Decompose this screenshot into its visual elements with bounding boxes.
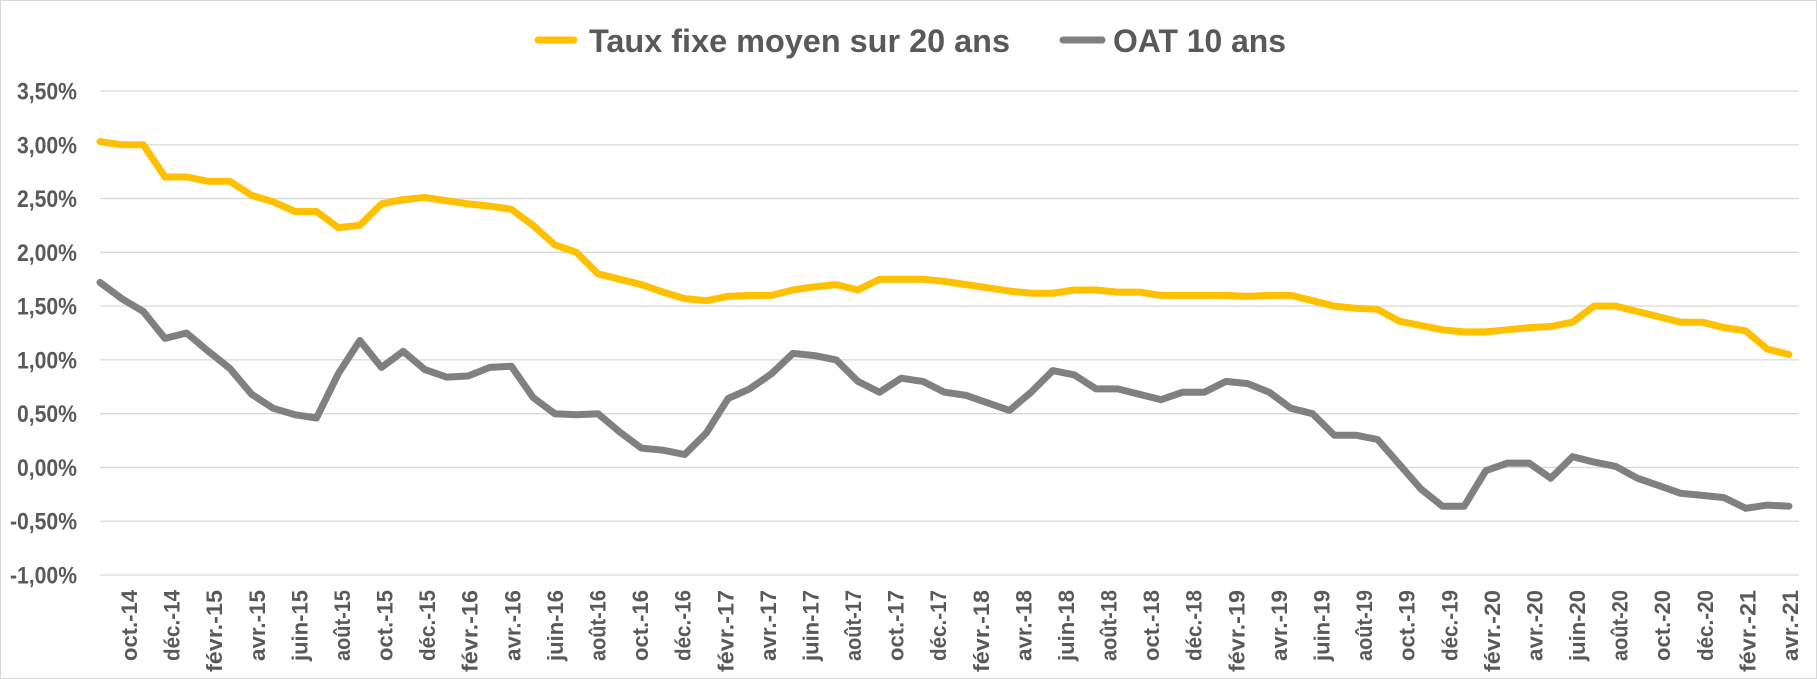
x-tick-label: oct.-14 (117, 589, 142, 661)
x-tick-label: août-16 (585, 590, 610, 661)
x-tick-label: févr.-17 (713, 590, 738, 672)
x-axis-tick-labels: oct.-14 déc.-14 févr.-15 avr.-15 juin-15 août… (117, 589, 1803, 672)
x-tick-label: avr.-15 (245, 590, 270, 661)
y-tick-label: 0,00% (17, 455, 77, 482)
y-tick-label: 0,50% (17, 401, 77, 428)
x-tick-label: déc.-14 (160, 589, 185, 661)
x-tick-label: juin-18 (1054, 590, 1079, 662)
x-tick-label: déc.-20 (1693, 590, 1718, 661)
x-tick-label: avr.-16 (500, 590, 525, 661)
series-line-oat (96, 278, 1793, 512)
x-tick-label: oct.-17 (884, 590, 909, 661)
y-axis-tick-labels: 3,50% 3,00% 2,50% 2,00% 1,50% 1,00% 0,50% 0,00%… (10, 79, 77, 590)
y-tick-label: 3,00% (17, 132, 77, 159)
x-tick-label: oct.-20 (1650, 590, 1675, 661)
x-tick-label: févr.-16 (458, 590, 483, 672)
x-tick-label: août-17 (841, 590, 866, 661)
legend: Taux fixe moyen sur 20 ans OAT 10 ans (534, 23, 1286, 59)
x-tick-label: avr.-21 (1778, 590, 1803, 661)
x-tick-label: déc.-18 (1182, 590, 1207, 661)
legend-label: OAT 10 ans (1113, 23, 1286, 59)
x-tick-label: juin-20 (1565, 590, 1590, 662)
x-tick-label: août-18 (1097, 590, 1122, 661)
y-tick-label: -0,50% (10, 509, 77, 536)
x-tick-label: avr.-19 (1267, 590, 1292, 661)
x-tick-label: févr.-21 (1735, 590, 1760, 672)
x-tick-label: juin-16 (543, 590, 568, 662)
y-tick-label: 3,50% (17, 79, 77, 106)
y-tick-label: 1,00% (17, 347, 77, 374)
x-tick-label: oct.-19 (1395, 590, 1420, 661)
x-tick-label: juin-17 (798, 590, 823, 662)
x-tick-label: févr.-20 (1480, 590, 1505, 672)
x-tick-label: juin-15 (287, 590, 312, 662)
x-tick-label: févr.-18 (969, 590, 994, 672)
y-tick-label: 2,00% (17, 240, 77, 267)
x-tick-label: déc.-15 (415, 590, 440, 661)
legend-item: OAT 10 ans (1059, 23, 1286, 59)
x-tick-label: déc.-16 (671, 590, 696, 661)
x-tick-label: août-20 (1608, 590, 1633, 661)
y-tick-label: 2,50% (17, 186, 77, 213)
x-tick-label: août-19 (1352, 590, 1377, 661)
x-tick-label: avr.-20 (1522, 590, 1547, 661)
series-lines (96, 138, 1793, 512)
x-tick-label: déc.-19 (1437, 590, 1462, 661)
x-tick-label: oct.-18 (1139, 590, 1164, 661)
x-tick-label: oct.-16 (628, 590, 653, 661)
x-tick-label: juin-19 (1310, 590, 1335, 662)
y-tick-label: -1,00% (10, 563, 77, 590)
x-tick-label: août-15 (330, 590, 355, 661)
y-tick-label: 1,50% (17, 294, 77, 321)
legend-label: Taux fixe moyen sur 20 ans (589, 23, 1010, 59)
x-tick-label: oct.-15 (373, 590, 398, 661)
x-tick-label: avr.-18 (1011, 590, 1036, 661)
x-tick-label: avr.-17 (756, 590, 781, 661)
legend-item: Taux fixe moyen sur 20 ans (534, 23, 1010, 59)
x-tick-label: févr.-19 (1224, 590, 1249, 672)
series-line-taux-fixe (96, 138, 1793, 358)
x-tick-label: févr.-15 (202, 590, 227, 672)
gridlines (100, 90, 1799, 576)
x-tick-label: déc.-17 (926, 590, 951, 661)
